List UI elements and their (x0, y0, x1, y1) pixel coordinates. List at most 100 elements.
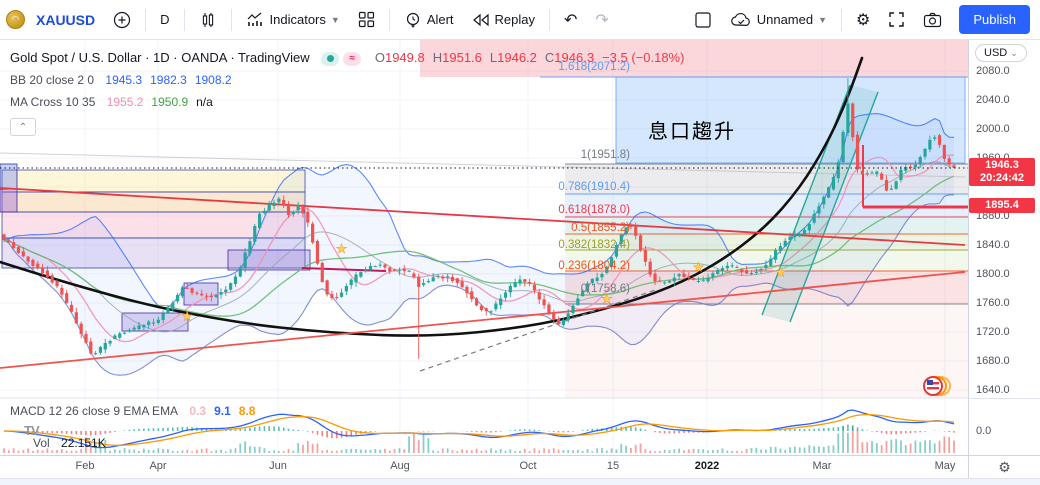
price-chart: ★ ★ ★ ★ ★ 1.618(2071.2) 1(1951.8) 0.786(1910.4)… (0, 40, 968, 455)
time-axis-tick: Mar (812, 460, 832, 472)
price-axis-tick: 2000.0 (976, 123, 1010, 135)
ma-cross-values: 1955.2 1950.9 n/a (106, 95, 213, 109)
indicators-icon (247, 12, 262, 26)
symbol-button[interactable]: XAUUSD (36, 11, 96, 28)
price-axis-tick: 2040.0 (976, 94, 1010, 106)
layout-select-button[interactable] (687, 7, 719, 33)
price-axis-tick: 1720.0 (976, 326, 1010, 338)
price-axis[interactable]: USD ⌄ 2080.02040.02000.01960.01880.01840… (968, 40, 1040, 455)
time-axis-tick: 2022 (694, 460, 720, 472)
replay-button[interactable]: Replay (465, 8, 542, 31)
tradingview-watermark-logo: TV (24, 423, 40, 438)
ma-cross-label: MA Cross 10 35 (10, 95, 96, 109)
indicator-templates-button[interactable] (351, 7, 382, 32)
cloud-saved-icon (730, 12, 750, 26)
alert-price-badge: 1895.4 (969, 198, 1035, 213)
currency-label: USD (984, 47, 1008, 59)
horizontal-scrollbar[interactable] (0, 478, 1040, 485)
fib-level-label: 0.618(1878.0) (558, 204, 630, 216)
publish-button[interactable]: Publish (959, 5, 1030, 34)
alert-clock-icon (406, 12, 419, 27)
templates-grid-icon (358, 11, 374, 28)
indicator-row-macd[interactable]: MACD 12 26 close 9 EMA EMA 0.3 9.1 8.8 (10, 404, 255, 418)
price-axis-tick: 1760.0 (976, 297, 1010, 309)
indicator-row-bollinger[interactable]: BB 20 close 2 0 1945.3 1982.3 1908.2 (10, 73, 232, 87)
time-axis-tick: May (934, 460, 956, 472)
alert-label: Alert (426, 12, 454, 27)
chart-text-annotation[interactable]: 息口趨升 (648, 120, 736, 143)
indicator-row-volume[interactable]: Vol 22.151K (33, 436, 106, 450)
chart-legend-title-row[interactable]: Gold Spot / U.S. Dollar · 1D · OANDA · T… (10, 50, 684, 66)
chevron-down-icon: ▼ (818, 14, 828, 25)
time-axis-tick: Oct (519, 460, 537, 472)
replay-icon (472, 13, 489, 26)
screenshot-button[interactable] (916, 8, 949, 32)
market-open-badge (321, 51, 340, 66)
time-axis-tick: Aug (390, 460, 410, 472)
symbol-logo-icon: ◠ (6, 10, 25, 29)
bb-label: BB 20 close 2 0 (10, 73, 95, 87)
data-approx-badge: ≈ (343, 51, 362, 66)
fib-level-label: 1.618(2071.2) (558, 61, 630, 73)
chart-pane[interactable]: ★ ★ ★ ★ ★ 1.618(2071.2) 1(1951.8) 0.786(1910.4)… (0, 40, 968, 455)
chevron-down-icon: ⌄ (1010, 48, 1018, 58)
fib-level-label: 1(1951.8) (581, 149, 630, 161)
fullscreen-button[interactable] (881, 7, 912, 32)
price-axis-tick: 1800.0 (976, 268, 1010, 280)
camera-icon (924, 12, 942, 27)
fib-level-label: 0.5(1855.2) (571, 222, 630, 234)
bb-values: 1945.3 1982.3 1908.2 (105, 73, 232, 87)
time-axis-settings[interactable]: ⚙ (968, 455, 1040, 478)
macd-label: MACD 12 26 close 9 EMA EMA (10, 404, 179, 418)
us-economic-event-icon[interactable] (923, 376, 951, 396)
volume-label: Vol (33, 436, 50, 450)
chart-type-button[interactable] (192, 7, 224, 33)
alert-button[interactable]: Alert (397, 7, 461, 33)
ma-cross-marker: ★ (693, 259, 705, 274)
save-layout-button[interactable]: Unnamed ▼ (723, 8, 834, 32)
price-axis-tick: 1640.0 (976, 384, 1010, 396)
volume-value: 22.151K (61, 436, 106, 450)
legend-collapse-button[interactable]: ⌃ (10, 118, 36, 136)
price-axis-tick: 1680.0 (976, 355, 1010, 367)
indicator-row-ma-cross[interactable]: MA Cross 10 35 1955.2 1950.9 n/a (10, 95, 213, 109)
time-axis-tick: Apr (149, 460, 167, 472)
candlestick-icon (202, 12, 213, 27)
plus-circle-icon (114, 11, 131, 28)
compare-add-button[interactable] (106, 7, 138, 33)
top-toolbar: ◠ XAUUSD D Indicators ▼ (0, 0, 1040, 40)
settings-button[interactable]: ⚙ (856, 11, 871, 29)
time-axis[interactable]: Feb Apr Jun Aug Oct 15 2022 Mar May (0, 455, 968, 478)
macd-values: 0.3 9.1 8.8 (189, 404, 256, 418)
last-price-badge: 1946.3 20:24:42 (969, 158, 1035, 186)
time-axis-tick: Feb (75, 460, 95, 472)
undo-button[interactable]: ↶ (564, 11, 578, 29)
price-axis-tick: 2080.0 (976, 65, 1010, 77)
alert-price-value: 1895.4 (985, 199, 1019, 211)
currency-selector[interactable]: USD ⌄ (975, 44, 1027, 62)
chevron-down-icon: ▼ (330, 14, 340, 25)
replay-label: Replay (494, 12, 536, 27)
layout-name-label: Unnamed (756, 12, 814, 27)
ma-cross-marker: ★ (775, 265, 787, 280)
fib-level-label: 0.382(1832.4) (558, 239, 630, 251)
price-axis-tick: 1880.0 (976, 210, 1010, 222)
fib-level-label: 0.236(1804.2) (558, 260, 630, 272)
price-axis-tick: 1840.0 (976, 239, 1010, 251)
fullscreen-icon (889, 12, 905, 27)
fib-level-label: 0(1758.6) (581, 283, 630, 295)
interval-button[interactable]: D (160, 12, 170, 27)
indicators-button[interactable]: Indicators ▼ (239, 7, 347, 32)
last-price-value: 1946.3 (985, 159, 1019, 171)
ma-cross-marker: ★ (181, 308, 193, 323)
chart-title: Gold Spot / U.S. Dollar · 1D · OANDA · T… (10, 50, 310, 65)
bar-countdown: 20:24:42 (979, 172, 1025, 184)
time-axis-tick: Jun (269, 460, 287, 472)
ma-cross-marker: ★ (336, 241, 348, 256)
time-axis-tick: 15 (606, 460, 620, 472)
ma-cross-marker: ★ (601, 291, 613, 306)
redo-button[interactable]: ↷ (595, 11, 609, 29)
indicators-label: Indicators (269, 12, 326, 27)
fib-level-label: 0.786(1910.4) (558, 181, 630, 193)
